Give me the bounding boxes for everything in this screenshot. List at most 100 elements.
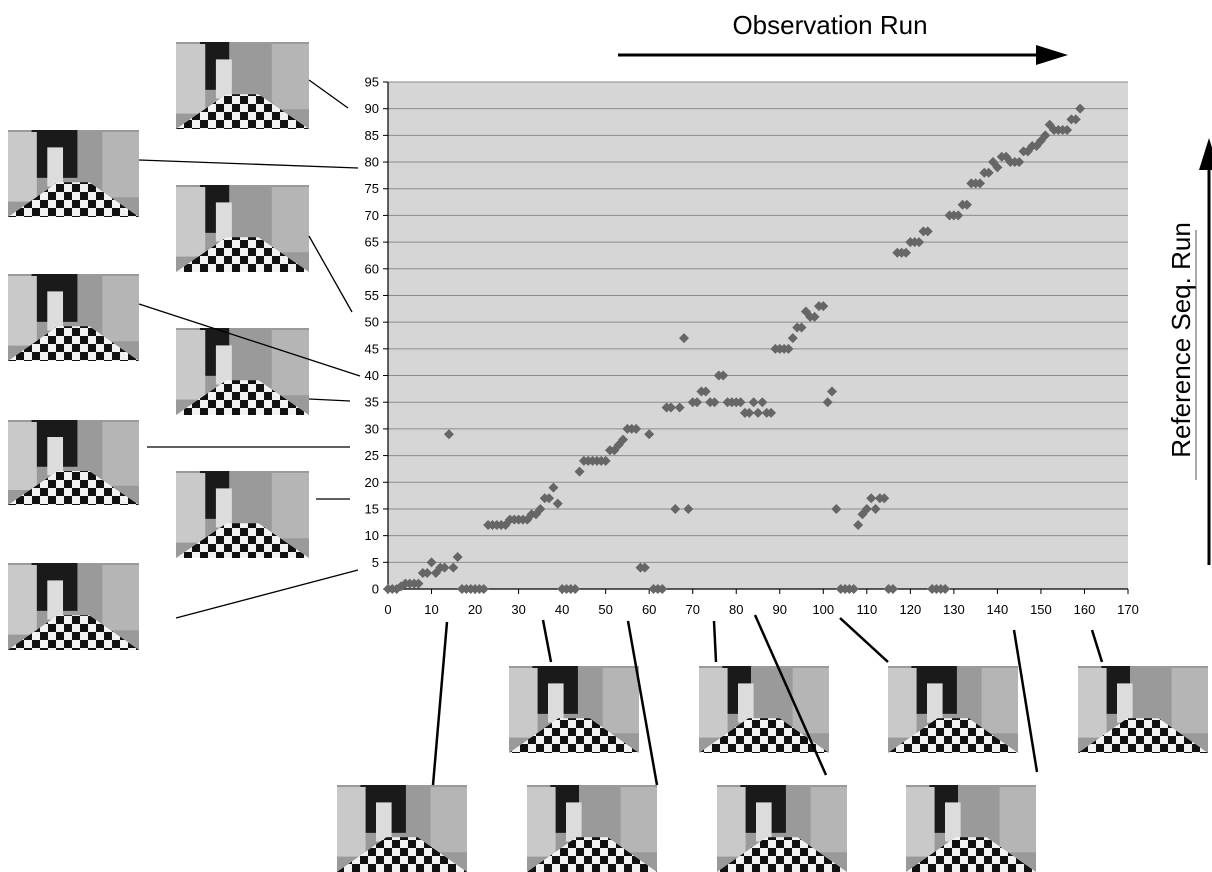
data-point <box>709 397 720 408</box>
data-point <box>639 562 650 573</box>
data-point <box>861 503 872 514</box>
x-tick-label: 40 <box>555 602 569 617</box>
data-point <box>1062 125 1073 136</box>
data-point <box>618 434 629 445</box>
leader-line <box>138 303 361 377</box>
thumbnail-wall-left <box>176 473 206 543</box>
thumbnail-floor <box>176 523 309 558</box>
x-tick-label: 120 <box>900 602 922 617</box>
thumbnail-wall-right <box>271 473 309 539</box>
thumbnail-floor <box>176 237 309 272</box>
data-point <box>674 402 685 413</box>
thumbnail-wall-right <box>102 422 139 486</box>
thumbnail-wall-left <box>8 276 37 346</box>
thumbnail-image <box>8 274 139 361</box>
thumbnail-floor <box>176 94 309 129</box>
data-point <box>422 567 433 578</box>
thumbnail-door <box>47 437 64 476</box>
y-tick-label: 10 <box>365 528 379 543</box>
data-point <box>657 584 668 594</box>
thumbnail-wall-left <box>8 132 37 202</box>
x-tick-label: 70 <box>685 602 699 617</box>
data-point <box>548 482 559 493</box>
data-point <box>544 493 555 504</box>
data-point <box>809 311 820 322</box>
thumbnail-wall-left <box>176 187 206 257</box>
data-point <box>818 301 829 312</box>
thumbnail-image <box>527 785 657 872</box>
thumbnail-door <box>945 802 961 842</box>
thumbnail-door <box>1117 683 1133 723</box>
thumbnail-image <box>337 785 467 872</box>
x-tick-label: 60 <box>642 602 656 617</box>
thumbnail-wall-left <box>1078 668 1107 738</box>
data-point <box>679 333 689 344</box>
x-axis-title-group: Observation Run <box>618 10 1068 65</box>
thumbnail-wall-left <box>906 787 935 857</box>
x-tick-label: 140 <box>987 602 1009 617</box>
leader-line <box>1090 629 1104 663</box>
thumbnail-door <box>47 147 64 187</box>
data-point <box>1040 130 1051 141</box>
leader-line <box>541 619 553 663</box>
thumbnail-floor <box>527 837 657 872</box>
thumbnail-wall-left <box>176 330 206 400</box>
x-tick-label: 10 <box>424 602 438 617</box>
leader-line <box>1012 629 1039 773</box>
data-point <box>1070 114 1081 125</box>
data-point <box>975 178 985 189</box>
y-tick-label: 5 <box>372 555 379 570</box>
data-point <box>735 397 746 408</box>
x-axis-arrowhead <box>1036 45 1068 65</box>
thumbnail-floor <box>337 837 467 872</box>
leader-line <box>712 620 718 663</box>
y-tick-label: 40 <box>365 368 379 383</box>
thumbnail-wall-right <box>810 787 847 853</box>
thumbnail-image <box>888 666 1018 753</box>
leader-line <box>308 398 351 402</box>
data-point <box>783 343 794 354</box>
thumbnail-wall-right <box>102 565 139 631</box>
data-point <box>983 167 994 178</box>
data-point <box>692 397 703 408</box>
data-point <box>631 423 642 434</box>
plot-area: 0 5 10 15 20 25 30 35 40 45 50 55 60 65 70 75 80 85 90 95 0 1… <box>365 75 1139 618</box>
thumbnails <box>8 42 1208 872</box>
y-tick-label: 90 <box>365 101 379 116</box>
thumbnail-wall-left <box>888 668 917 738</box>
thumbnail-wall-right <box>271 44 309 110</box>
leader-line <box>626 620 659 786</box>
thumbnail-floor <box>8 471 139 505</box>
thumbnail-door <box>215 345 232 385</box>
thumbnail-wall-right <box>792 668 829 734</box>
data-point <box>413 578 424 589</box>
thumbnail-door <box>927 683 943 723</box>
data-point <box>757 397 768 408</box>
thumbnail-wall-right <box>620 787 657 853</box>
thumbnail-wall-right <box>981 668 1018 734</box>
data-point <box>448 562 459 573</box>
thumbnail-image <box>8 130 139 217</box>
y-tick-label: 70 <box>365 208 379 223</box>
thumbnail-door <box>376 802 392 842</box>
thumbnail-wall-left <box>8 422 37 490</box>
leader-line <box>431 621 449 786</box>
thumbnail-image <box>717 785 847 872</box>
thumbnail-floor <box>509 718 639 753</box>
thumbnail-wall-left <box>8 565 37 635</box>
x-tick-label: 130 <box>943 602 965 617</box>
data-point <box>700 386 711 397</box>
data-point <box>961 199 972 210</box>
y-axis-arrowhead <box>1199 138 1212 170</box>
data-point <box>718 370 729 381</box>
data-point <box>439 562 450 573</box>
y-tick-label: 35 <box>365 395 379 410</box>
thumbnail-wall-left <box>509 668 538 738</box>
data-point <box>748 397 759 408</box>
data-point <box>879 493 890 504</box>
y-tick-label: 20 <box>365 475 379 490</box>
thumbnail-image <box>509 666 639 753</box>
data-point <box>796 322 807 333</box>
thumbnail-wall-right <box>102 276 139 342</box>
